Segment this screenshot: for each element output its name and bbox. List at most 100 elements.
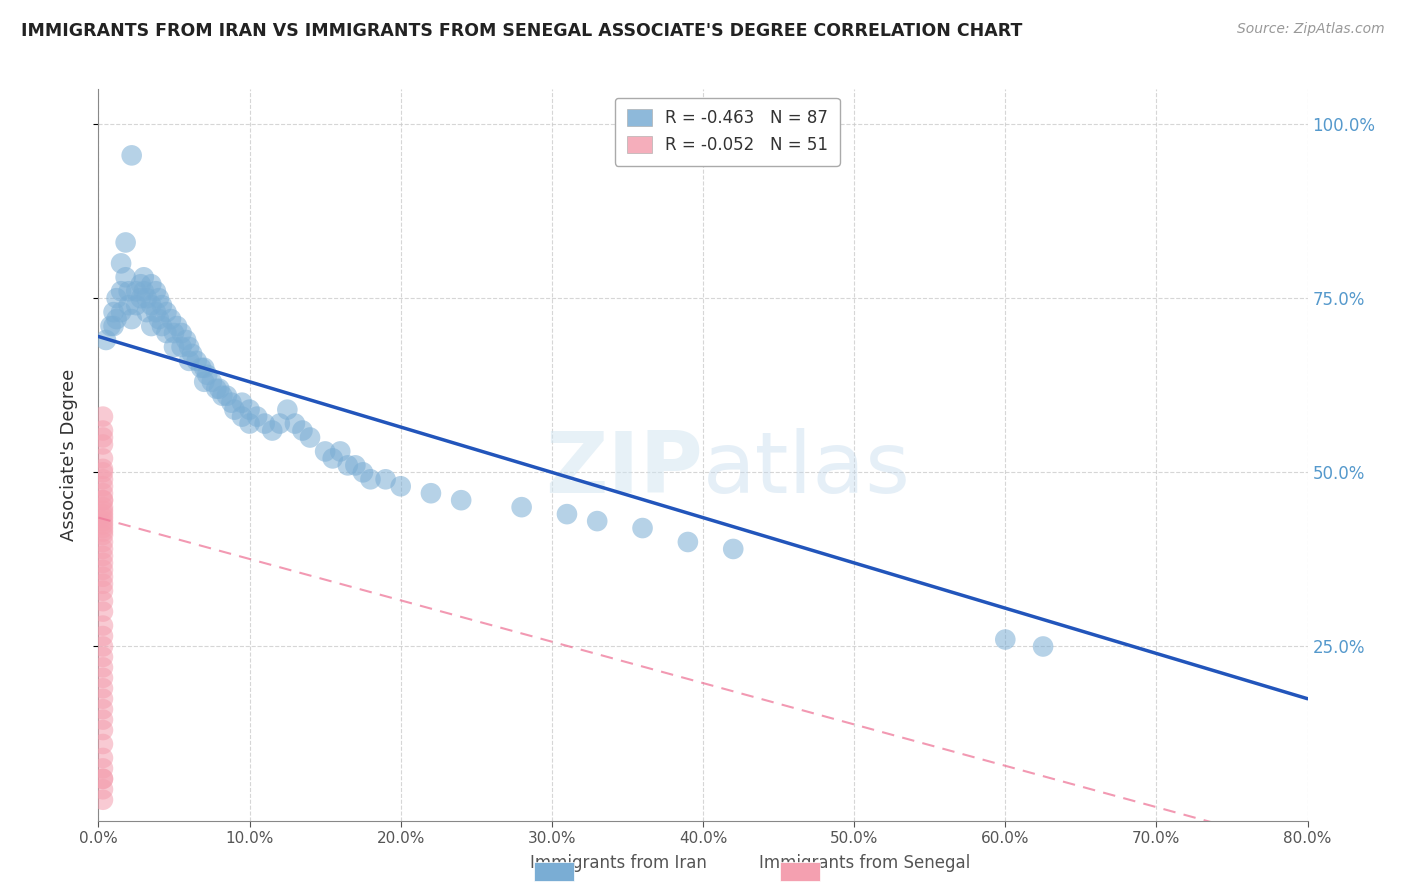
Point [110,256,132,270]
Point [121,148,143,162]
Point [125,298,148,312]
Text: ZIP: ZIP [546,428,703,511]
Point [195,368,218,382]
Point [174,333,197,347]
Point [150,319,173,334]
Point [150,298,173,312]
Point [190,360,212,375]
Point [215,389,238,403]
Point [114,235,136,250]
Point [125,284,148,298]
Point [91,517,114,532]
Point [344,458,367,473]
Point [91,570,114,584]
Point [170,326,193,340]
Point [239,417,262,431]
Point [91,713,114,727]
Point [148,312,170,326]
Point [179,340,201,354]
Point [145,284,167,298]
Point [555,507,578,521]
Point [723,541,745,556]
Point [91,541,114,556]
Point [269,417,291,431]
Point [329,444,352,458]
Point [91,507,114,521]
Point [510,500,533,515]
Point [208,382,231,396]
Point [253,417,276,431]
Text: Immigrants from Iran: Immigrants from Iran [530,855,707,872]
Text: Immigrants from Senegal: Immigrants from Senegal [759,855,970,872]
Point [352,466,374,480]
Point [314,444,336,458]
Point [91,524,114,539]
Point [100,319,122,334]
Point [129,277,152,292]
Point [284,417,307,431]
Point [91,793,114,807]
Point [994,632,1017,647]
Point [110,284,132,298]
Point [91,737,114,751]
Point [91,514,114,528]
Point [91,660,114,674]
Point [163,340,186,354]
Point [118,298,141,312]
Y-axis label: Associate's Degree: Associate's Degree [59,368,77,541]
Point [276,402,298,417]
Point [166,319,188,334]
Point [420,486,443,500]
Point [121,312,143,326]
Point [239,402,262,417]
Point [170,340,193,354]
Point [631,521,654,535]
Point [374,472,396,486]
Point [91,649,114,664]
Point [132,284,155,298]
Point [360,472,382,486]
Point [91,472,114,486]
Point [201,375,224,389]
Point [141,319,163,334]
Point [91,549,114,563]
Point [193,375,215,389]
Point [129,291,152,305]
Point [221,395,243,409]
Point [155,305,177,319]
Point [586,514,609,528]
Point [299,430,322,444]
Point [91,691,114,706]
Point [91,430,114,444]
Point [132,270,155,285]
Point [91,486,114,500]
Point [91,521,114,535]
Legend: R = -0.463   N = 87, R = -0.052   N = 51: R = -0.463 N = 87, R = -0.052 N = 51 [614,97,839,166]
Point [336,458,359,473]
Point [94,333,117,347]
Point [193,360,215,375]
Point [91,772,114,786]
Point [163,326,186,340]
Point [91,723,114,737]
Point [91,466,114,480]
Text: Source: ZipAtlas.com: Source: ZipAtlas.com [1237,22,1385,37]
Point [155,326,177,340]
Point [91,583,114,598]
Point [91,576,114,591]
Point [291,424,314,438]
Point [186,354,208,368]
Point [160,312,183,326]
Point [91,503,114,517]
Point [91,493,114,508]
Point [246,409,269,424]
Point [91,437,114,451]
Point [91,772,114,786]
Point [103,305,125,319]
Point [91,671,114,685]
Point [135,305,157,319]
Point [91,510,114,524]
Point [91,424,114,438]
Point [91,528,114,542]
Point [262,424,284,438]
